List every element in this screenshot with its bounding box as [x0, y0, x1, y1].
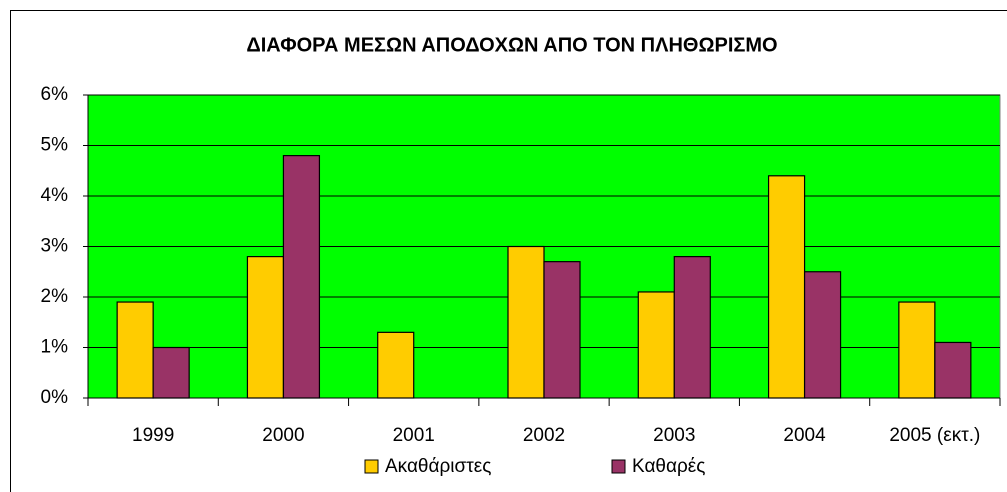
bar [934, 341, 972, 399]
y-tick-label: 5% [41, 135, 69, 156]
y-tick-label: 0% [41, 387, 69, 408]
x-tick-label: 2000 [262, 425, 304, 446]
bar [246, 256, 285, 399]
legend-label: Καθαρές [632, 456, 705, 477]
y-tick-label: 3% [41, 236, 69, 257]
x-tick-label: 1999 [132, 425, 174, 446]
bar [673, 256, 711, 399]
bar [282, 155, 321, 399]
legend-swatch [364, 459, 379, 474]
bar [377, 331, 415, 399]
x-tick-label: 2003 [653, 425, 695, 446]
y-tick-label: 6% [41, 84, 69, 105]
chart-title: ΔΙΑΦΟΡΑ ΜΕΣΩΝ ΑΠΟΔΟΧΩΝ ΑΠΟ ΤΟΝ ΠΛΗΘΩΡΙΣΜ… [246, 34, 777, 56]
bar [637, 291, 675, 399]
bar [898, 301, 936, 399]
x-tick-label: 2001 [393, 425, 435, 446]
bar [767, 175, 806, 399]
y-tick-label: 2% [41, 286, 69, 307]
y-tick-label: 4% [41, 185, 69, 206]
x-tick-label: 2002 [523, 425, 565, 446]
bar [152, 346, 190, 399]
legend-label: Ακαθάριστες [385, 456, 491, 477]
legend-swatch [611, 459, 626, 474]
y-tick-label: 1% [41, 337, 69, 358]
bar [116, 301, 154, 399]
x-tick-label: 2005 (εκτ.) [889, 425, 980, 446]
bar [543, 261, 581, 399]
bar [507, 245, 545, 399]
x-tick-label: 2004 [783, 425, 826, 446]
bar [803, 271, 842, 399]
